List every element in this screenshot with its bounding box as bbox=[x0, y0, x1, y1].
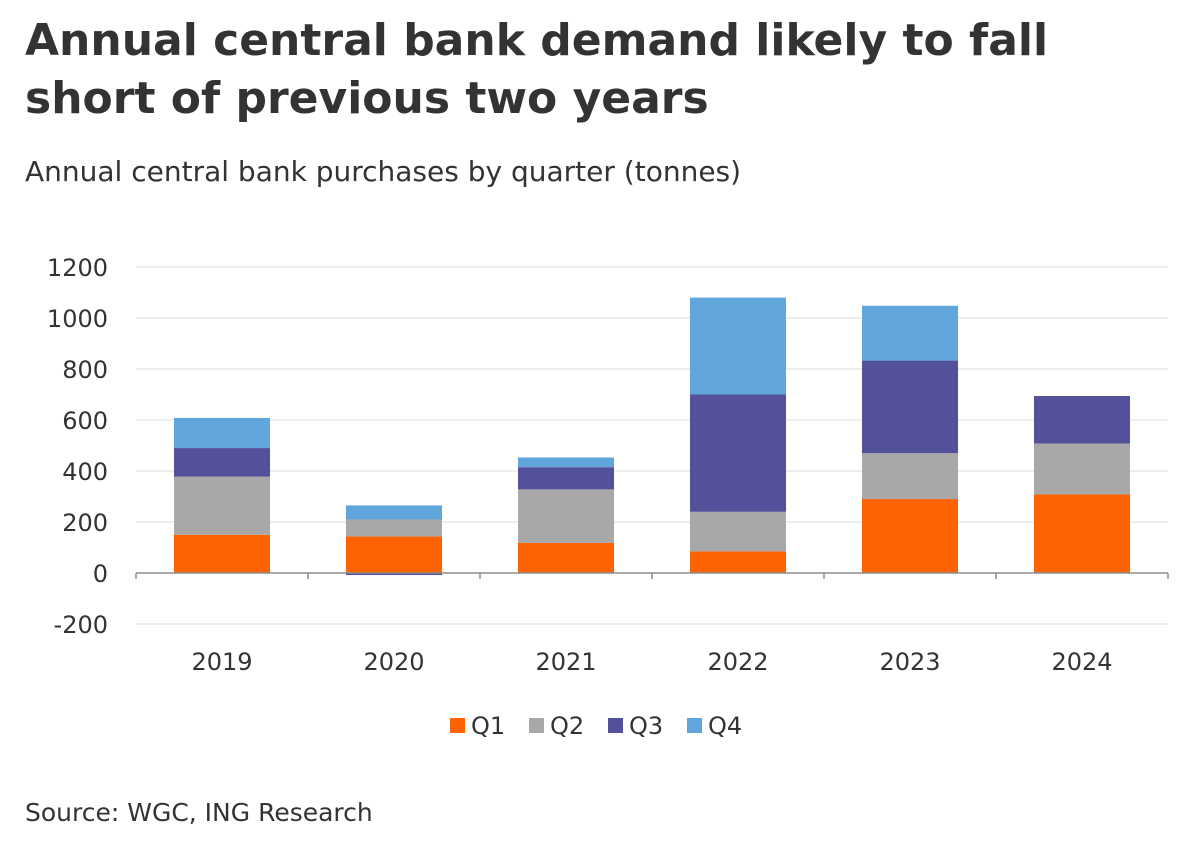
bar-2023-q3 bbox=[862, 360, 958, 454]
source-note: Source: WGC, ING Research bbox=[25, 798, 373, 827]
bar-2020-q3 bbox=[346, 573, 442, 576]
bar-2019-q3 bbox=[174, 448, 270, 477]
bar-2019-q1 bbox=[174, 534, 270, 573]
bar-2022-q1 bbox=[690, 551, 786, 573]
axes: -200 0 200 400 600 800 1000 1200 2019 2020 2021 202… bbox=[47, 254, 1169, 676]
bar-2019-q2 bbox=[174, 476, 270, 535]
bar-2024-q3 bbox=[1034, 396, 1130, 444]
x-tick-label: 2022 bbox=[707, 648, 768, 676]
y-tick-label: 0 bbox=[93, 560, 108, 588]
y-tick-label: 600 bbox=[62, 407, 108, 435]
y-tick-label: 800 bbox=[62, 356, 108, 384]
bar-2020-q1 bbox=[346, 536, 442, 573]
bar-2022-q4 bbox=[690, 297, 786, 395]
legend-label: Q4 bbox=[708, 712, 742, 740]
legend-item-q2: Q2 bbox=[529, 712, 584, 740]
y-tick-label: 1000 bbox=[47, 305, 108, 333]
legend-swatch bbox=[450, 718, 465, 733]
bar-2021-q2 bbox=[518, 489, 614, 543]
legend-swatch bbox=[529, 718, 544, 733]
y-tick-label: 1200 bbox=[47, 254, 108, 282]
bar-2019-q4 bbox=[174, 417, 270, 449]
legend-swatch bbox=[608, 718, 623, 733]
stacked-bar-chart: -200 0 200 400 600 800 1000 1200 2019 2020 2021 202… bbox=[47, 254, 1169, 740]
legend-label: Q2 bbox=[550, 712, 584, 740]
y-tick-label: 400 bbox=[62, 458, 108, 486]
bar-2023-q1 bbox=[862, 499, 958, 573]
y-tick-label: -200 bbox=[54, 611, 108, 639]
legend-label: Q1 bbox=[471, 712, 505, 740]
x-tick-label: 2019 bbox=[191, 648, 252, 676]
legend-item-q3: Q3 bbox=[608, 712, 663, 740]
bar-2021-q1 bbox=[518, 542, 614, 573]
bar-2024-q1 bbox=[1034, 494, 1130, 573]
legend-label: Q3 bbox=[629, 712, 663, 740]
legend-item-q1: Q1 bbox=[450, 712, 505, 740]
bar-2022-q3 bbox=[690, 394, 786, 512]
bar-2021-q4 bbox=[518, 457, 614, 468]
x-tick-label: 2024 bbox=[1051, 648, 1112, 676]
bar-2020-q4 bbox=[346, 505, 442, 520]
bars bbox=[174, 297, 1130, 576]
bar-2021-q3 bbox=[518, 467, 614, 490]
y-tick-label: 200 bbox=[62, 509, 108, 537]
legend: Q1 Q2 Q3 Q4 bbox=[450, 712, 742, 740]
bar-2022-q2 bbox=[690, 511, 786, 552]
bar-2024-q2 bbox=[1034, 443, 1130, 495]
legend-swatch bbox=[687, 718, 702, 733]
gridlines bbox=[136, 266, 1168, 625]
bar-2023-q4 bbox=[862, 305, 958, 361]
x-tick-label: 2023 bbox=[879, 648, 940, 676]
chart-title: Annual central bank demand likely to fal… bbox=[25, 15, 1049, 124]
bar-2020-q2 bbox=[346, 519, 442, 537]
legend-item-q4: Q4 bbox=[687, 712, 742, 740]
x-tick-label: 2021 bbox=[535, 648, 596, 676]
x-tick-label: 2020 bbox=[363, 648, 424, 676]
bar-2023-q2 bbox=[862, 453, 958, 500]
chart-subtitle: Annual central bank purchases by quarter… bbox=[25, 155, 742, 188]
